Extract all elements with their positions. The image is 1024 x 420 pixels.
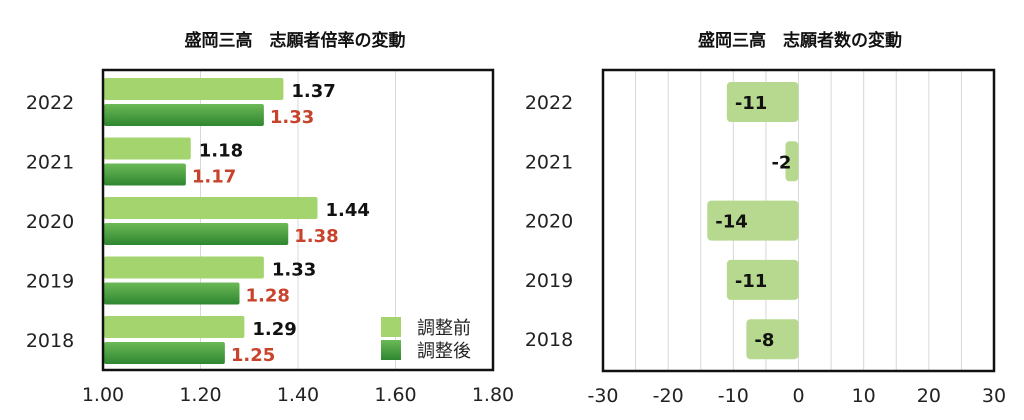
data-label: 1.29 — [252, 319, 296, 340]
legend-label: 調整後 — [417, 341, 471, 362]
data-label: 1.25 — [231, 345, 275, 366]
plot-frame — [601, 68, 996, 373]
x-tick-label: 1.00 — [82, 384, 124, 406]
right-chart-title: 盛岡三高 志願者数の変動 — [698, 30, 902, 51]
y-category-label: 2019 — [525, 270, 573, 292]
plot-frame — [101, 68, 495, 372]
x-tick-label: 20 — [917, 385, 941, 407]
x-tick-label: 1.80 — [472, 384, 514, 406]
legend-swatch — [381, 340, 401, 360]
bar-before — [104, 137, 191, 160]
bar-after — [104, 223, 289, 245]
data-label: -2 — [771, 152, 791, 173]
data-label: 1.33 — [272, 260, 316, 281]
x-tick-label: -20 — [653, 385, 684, 407]
legend-swatch — [381, 317, 401, 337]
bar — [785, 141, 799, 182]
bar-after — [104, 104, 264, 126]
x-tick-label: -10 — [718, 385, 749, 407]
data-label: -11 — [735, 271, 768, 292]
y-category-label: 2022 — [525, 92, 573, 114]
left-chart-title: 盛岡三高 志願者倍率の変動 — [185, 30, 406, 51]
y-category-label: 2021 — [26, 152, 74, 174]
data-label: 1.44 — [326, 200, 370, 221]
data-label: -14 — [715, 212, 748, 233]
bar-before — [104, 256, 264, 279]
data-label: 1.28 — [246, 286, 290, 307]
bar-after — [104, 342, 225, 364]
y-category-label: 2019 — [26, 271, 74, 293]
data-label: 1.33 — [270, 107, 314, 128]
y-category-label: 2018 — [525, 329, 573, 351]
bar — [707, 200, 799, 241]
x-tick-label: 30 — [982, 385, 1006, 407]
data-label: -8 — [754, 330, 774, 351]
legend-label: 調整前 — [417, 318, 471, 339]
data-label: 1.17 — [192, 167, 236, 188]
bar-before — [104, 78, 284, 100]
x-tick-label: 0 — [792, 385, 804, 407]
bar-after — [104, 163, 186, 186]
y-category-label: 2018 — [26, 330, 74, 352]
bar-before — [104, 197, 318, 219]
y-category-label: 2020 — [26, 211, 74, 233]
bar — [726, 82, 799, 122]
bar-before — [104, 316, 245, 338]
x-tick-label: 1.20 — [179, 384, 221, 406]
data-label: 1.38 — [294, 226, 338, 247]
data-label: 1.18 — [199, 141, 243, 162]
x-tick-label: 10 — [852, 385, 876, 407]
bar — [726, 259, 799, 300]
bar — [746, 319, 799, 360]
x-tick-label: 1.60 — [374, 384, 416, 406]
data-label: 1.37 — [291, 81, 335, 102]
x-tick-label: -30 — [587, 385, 618, 407]
y-category-label: 2021 — [525, 151, 573, 173]
x-tick-label: 1.40 — [277, 384, 319, 406]
bar-after — [104, 282, 240, 305]
data-label: -11 — [735, 93, 768, 114]
y-category-label: 2020 — [525, 211, 573, 233]
y-category-label: 2022 — [26, 92, 74, 114]
